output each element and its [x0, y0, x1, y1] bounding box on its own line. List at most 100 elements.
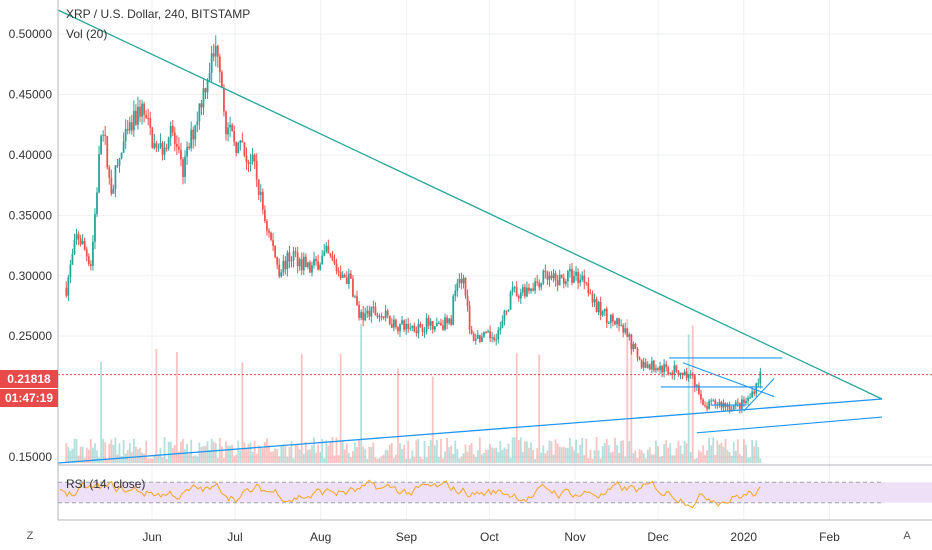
drawing-tools[interactable] — [57, 9, 932, 464]
volume-bar — [399, 443, 401, 463]
volume-bar — [636, 457, 639, 463]
candle-body — [229, 124, 231, 128]
candle-body — [681, 372, 684, 375]
volume-bar — [620, 440, 623, 463]
volume-bar — [180, 441, 182, 463]
volume-bar — [530, 442, 532, 463]
volume-bar — [135, 446, 137, 463]
volume-bar — [579, 444, 582, 463]
rsi-legend: RSI (14, close) — [66, 477, 146, 491]
candle-body — [202, 88, 205, 108]
candle-body — [220, 72, 223, 88]
volume-bar — [749, 457, 751, 463]
candle-body — [302, 256, 305, 271]
candle-body — [296, 252, 299, 267]
volume-bar — [245, 448, 248, 463]
candle-body — [214, 45, 217, 57]
candle-body — [595, 299, 598, 313]
candle-body — [169, 125, 172, 138]
volume-bar — [122, 440, 125, 463]
volume-bar — [591, 458, 594, 463]
x-tick-label: Dec — [647, 530, 668, 544]
candle-body — [102, 134, 105, 136]
candle-body — [718, 401, 721, 405]
candle-body — [738, 402, 741, 410]
candle-body — [552, 273, 555, 279]
candle-body — [665, 364, 668, 368]
volume-bar — [663, 443, 666, 463]
volume-bar — [184, 449, 186, 463]
volume-bar — [167, 441, 170, 463]
candle-body — [732, 405, 735, 410]
candle-body — [274, 245, 277, 258]
candle-body — [306, 262, 309, 268]
candle-body — [554, 273, 557, 281]
volume-bar — [476, 450, 479, 463]
candle-body — [519, 292, 522, 299]
candle-body — [743, 399, 745, 404]
candle-body — [440, 322, 442, 326]
candle-body — [325, 245, 328, 252]
volume-bar — [139, 447, 141, 463]
volume-bar — [562, 446, 565, 463]
candle-body — [386, 310, 389, 316]
volume-bar — [517, 439, 520, 463]
candle-body — [257, 179, 260, 195]
volume-bar — [392, 457, 395, 463]
candle-body — [646, 364, 649, 368]
candle-body — [272, 239, 274, 246]
volume-bar — [523, 441, 526, 463]
time-axis[interactable]: Jun Jul Aug Sep Oct Nov Dec 2020 Feb — [58, 519, 932, 544]
candle-body — [652, 360, 655, 371]
candle-body — [505, 310, 508, 312]
candle-body — [532, 288, 534, 291]
candle-body — [268, 230, 270, 233]
volume-bar — [444, 451, 446, 463]
zoom-axis-button[interactable]: Z — [26, 530, 34, 542]
candle-body — [253, 154, 256, 161]
price-axis[interactable]: 0.50000 0.45000 0.40000 0.35000 0.30000 0.250… — [9, 0, 932, 520]
volume-bar — [448, 447, 451, 463]
candle-body — [190, 129, 193, 149]
candle-body — [399, 324, 401, 332]
volume-bar — [368, 446, 371, 463]
candle-body — [210, 53, 213, 73]
candle-body — [632, 344, 635, 350]
candle-body — [757, 383, 760, 385]
volume-bar — [100, 361, 102, 463]
candle-body — [245, 155, 248, 163]
candle-body — [575, 271, 577, 276]
candle-body — [425, 317, 428, 332]
candle-body — [558, 274, 561, 286]
candle-body — [495, 339, 498, 341]
candle-body — [712, 400, 715, 402]
volume-bar — [206, 441, 209, 463]
candle-body — [343, 274, 346, 278]
volume-bar — [712, 437, 715, 463]
volume-bar — [261, 447, 264, 463]
volume-bar — [726, 450, 729, 463]
volume-bar — [331, 437, 334, 463]
volume-bar — [266, 438, 268, 463]
candle-body — [255, 160, 258, 180]
candle-body — [284, 260, 287, 270]
x-tick-label: Nov — [564, 530, 585, 544]
auto-scale-button[interactable]: A — [903, 530, 911, 542]
volume-bar — [92, 447, 94, 463]
candle-body — [128, 122, 131, 131]
volume-bar — [378, 457, 381, 463]
candle-body — [491, 337, 494, 339]
candle-body — [196, 121, 199, 125]
volume-bar — [292, 458, 295, 463]
volume-bar — [79, 446, 82, 463]
volume-bar — [409, 458, 412, 463]
volume-bar — [343, 449, 346, 463]
candle-body — [247, 162, 250, 164]
volume-bar — [169, 441, 172, 463]
candle-body — [132, 110, 135, 131]
candle-body — [671, 372, 674, 375]
candle-body — [581, 275, 584, 280]
volume-bar — [415, 440, 418, 463]
candle-body — [278, 264, 281, 277]
